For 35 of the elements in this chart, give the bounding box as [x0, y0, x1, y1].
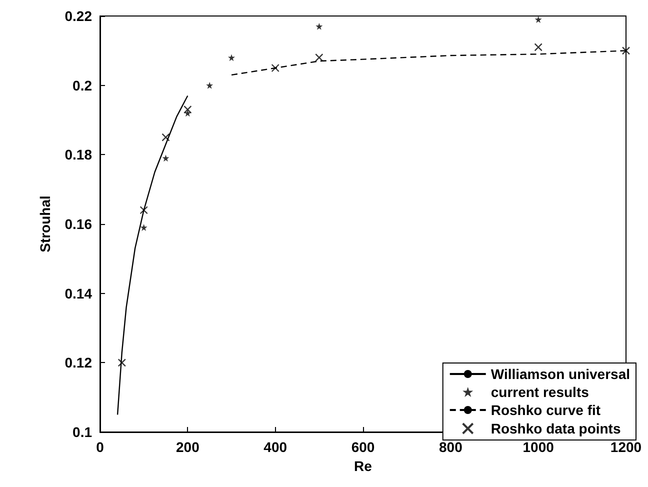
point: [140, 224, 148, 231]
y-tick-label: 0.14: [64, 285, 92, 302]
line-series: [116, 95, 188, 416]
y-tick-label: 0.12: [64, 354, 92, 371]
legend-label: Roshko curve fit: [490, 402, 601, 418]
point: [316, 22, 323, 30]
y-tick-label: 0.16: [64, 216, 92, 232]
x-tick-label: 1000: [522, 439, 554, 455]
point: [534, 16, 542, 23]
point: [140, 206, 148, 214]
point: [184, 106, 192, 114]
point: [534, 43, 542, 52]
legend-label: Roshko data points: [490, 420, 621, 436]
x-tick-label: 1200: [610, 439, 642, 455]
x-tick-label: 0: [96, 439, 104, 455]
y-tick-label: 0.2: [72, 77, 92, 94]
point: [162, 154, 170, 162]
x-tick-label: 400: [264, 439, 288, 455]
point: [315, 54, 324, 62]
y-tick-label: 0.18: [64, 146, 92, 163]
x-tick-label: 200: [176, 439, 200, 455]
x-tick-label: 800: [438, 439, 463, 455]
x-axis-title: Re: [354, 458, 372, 474]
point: [228, 54, 235, 62]
point: [118, 358, 126, 367]
legend-label: Williamson universal: [490, 366, 630, 382]
point: [622, 46, 630, 55]
y-axis-title: Strouhal: [37, 196, 53, 252]
y-tick-label: 0.22: [64, 8, 92, 24]
legend-label: current results: [490, 384, 590, 400]
x-tick-label: 600: [351, 439, 375, 455]
y-tick-label: 0.1: [72, 424, 92, 440]
point: [206, 82, 214, 89]
point: [162, 133, 170, 142]
point: [271, 64, 280, 72]
